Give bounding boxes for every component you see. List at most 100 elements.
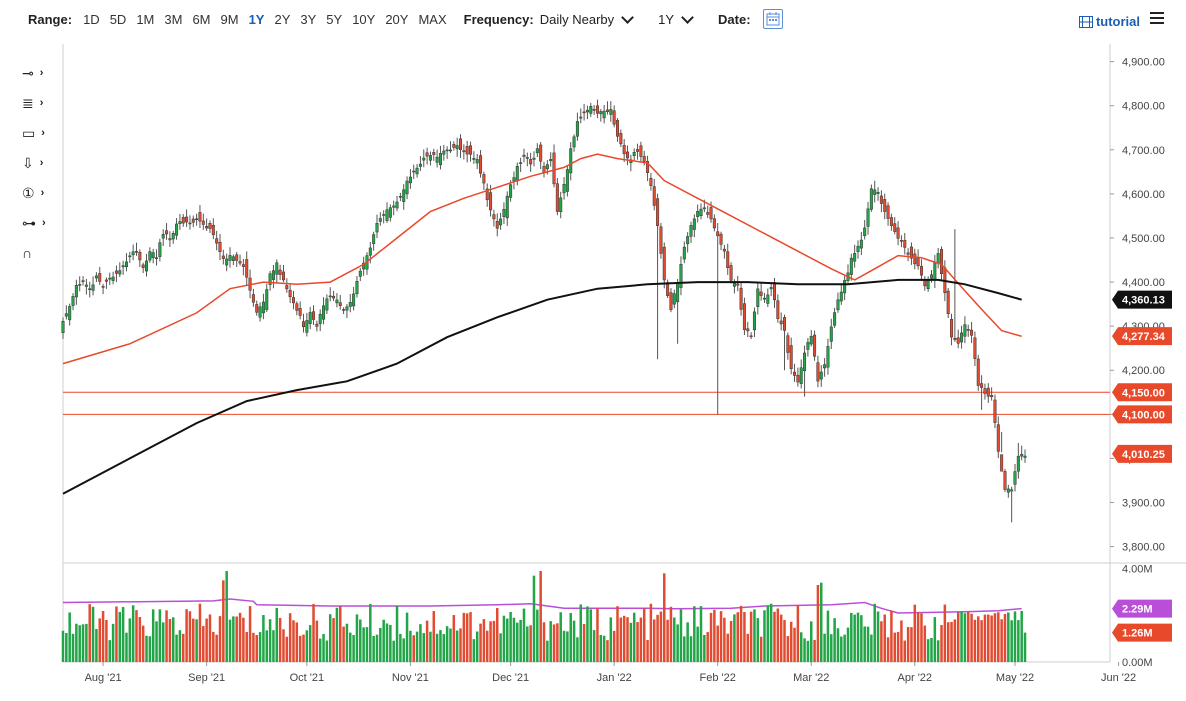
range-option-9m[interactable]: 9M	[220, 11, 239, 27]
fib-tool-icon[interactable]: ≣ ›	[22, 88, 62, 118]
volume-bar	[609, 617, 613, 662]
chevron-right-icon[interactable]: ›	[39, 157, 44, 169]
tutorial-link[interactable]: tutorial	[1078, 14, 1140, 29]
candle-body	[155, 257, 159, 259]
frequency-selector[interactable]: Frequency: Daily Nearby	[464, 10, 635, 27]
volume-bar	[492, 620, 496, 662]
candle-body	[325, 298, 329, 311]
volume-bar	[315, 620, 319, 662]
volume-bar	[422, 633, 426, 662]
candle-body	[84, 284, 88, 287]
price-badge-label: 4,010.25	[1122, 449, 1165, 461]
volume-bar	[352, 635, 355, 662]
rectangle-tool-icon[interactable]: ▭ ›	[22, 118, 62, 148]
volume-bar	[1023, 632, 1027, 662]
volume-bar	[118, 611, 122, 662]
candle-body	[432, 152, 436, 155]
candle-body	[128, 255, 132, 258]
chevron-right-icon[interactable]: ›	[39, 97, 44, 109]
volume-bar	[699, 606, 703, 662]
hamburger-menu-icon[interactable]	[1150, 12, 1164, 24]
period-selector[interactable]: 1Y	[658, 10, 694, 27]
range-option-1y[interactable]: 1Y	[248, 11, 265, 27]
candle-body	[1003, 471, 1007, 490]
range-option-3m[interactable]: 3M	[164, 11, 183, 27]
arrow-down-tool-icon[interactable]: ⇩ ›	[22, 148, 62, 178]
candle-body	[873, 189, 877, 195]
range-option-6m[interactable]: 6M	[192, 11, 211, 27]
volume-bar	[980, 620, 983, 662]
range-option-1m[interactable]: 1M	[136, 11, 155, 27]
volume-bar	[956, 612, 960, 662]
volume-bar	[880, 621, 883, 662]
range-option-10y[interactable]: 10Y	[352, 11, 376, 27]
date-tick-label: Sep '21	[188, 672, 225, 684]
volume-bar	[435, 633, 439, 662]
volume-bar	[532, 575, 536, 662]
volume-bar	[813, 639, 816, 662]
candle-body	[996, 424, 1000, 452]
volume-bar	[806, 640, 810, 662]
date-picker[interactable]: Date:	[718, 9, 783, 29]
range-option-3y[interactable]: 3Y	[300, 11, 317, 27]
volume-bar	[673, 617, 676, 662]
volume-bar	[923, 625, 927, 662]
candle-body	[736, 283, 740, 286]
period-value[interactable]: 1Y	[658, 11, 675, 27]
range-option-5y[interactable]: 5Y	[326, 11, 343, 27]
volume-bar	[198, 603, 202, 662]
line-tool-icon[interactable]: ⊸ ›	[22, 58, 62, 88]
chevron-right-icon[interactable]: ›	[41, 127, 45, 139]
candle-body	[268, 273, 272, 285]
candle-body	[98, 273, 102, 282]
candle-body	[425, 152, 429, 157]
measure-tool-icon[interactable]: ⊶ ›	[22, 208, 62, 238]
range-option-20y[interactable]: 20Y	[385, 11, 409, 27]
volume-bar	[803, 638, 806, 662]
range-option-2y[interactable]: 2Y	[274, 11, 291, 27]
candle-body	[1023, 455, 1027, 458]
candle-body	[71, 296, 75, 306]
frequency-value[interactable]: Daily Nearby	[539, 11, 615, 27]
volume-bar	[305, 630, 309, 662]
volume-bar	[85, 623, 88, 662]
chevron-right-icon[interactable]: ›	[42, 217, 46, 229]
candle-body	[185, 216, 189, 223]
drawing-tools: ⊸ › ≣ › ▭ › ⇩ › ① › ⊶ › ∩	[22, 58, 62, 268]
magnet-icon[interactable]: ∩	[22, 238, 62, 268]
volume-bar	[182, 633, 185, 662]
candle-body	[388, 207, 392, 218]
volume-bar	[432, 611, 436, 662]
candle-body	[555, 183, 559, 212]
volume-bar	[168, 618, 172, 662]
candle-body	[111, 276, 115, 281]
candle-body	[783, 317, 787, 331]
volume-bar	[886, 637, 890, 662]
chevron-right-icon[interactable]: ›	[39, 67, 44, 79]
volume-bar	[686, 622, 689, 662]
volume-bar	[245, 631, 248, 662]
price-tick-label: 4,600.00	[1122, 189, 1165, 201]
candle-body	[362, 262, 366, 270]
volume-bar	[158, 609, 162, 662]
candle-body	[529, 159, 533, 165]
range-option-1d[interactable]: 1D	[83, 11, 100, 27]
candle-body	[121, 265, 125, 268]
candle-body	[255, 304, 259, 313]
calendar-icon[interactable]	[762, 9, 783, 29]
annotation-number-icon[interactable]: ① ›	[22, 178, 62, 208]
candle-body	[789, 345, 793, 369]
volume-bar	[379, 627, 382, 662]
volume-bar	[238, 612, 242, 662]
candle-body	[489, 192, 493, 211]
candle-body	[649, 178, 653, 186]
date-tick-label: May '22	[996, 672, 1034, 684]
volume-bar	[455, 630, 459, 662]
volume-bar	[1003, 613, 1007, 662]
range-option-max[interactable]: MAX	[418, 11, 447, 27]
chevron-right-icon[interactable]: ›	[40, 187, 45, 199]
range-option-5d[interactable]: 5D	[109, 11, 127, 27]
tutorial-label[interactable]: tutorial	[1095, 14, 1140, 29]
candle-body	[746, 328, 750, 332]
